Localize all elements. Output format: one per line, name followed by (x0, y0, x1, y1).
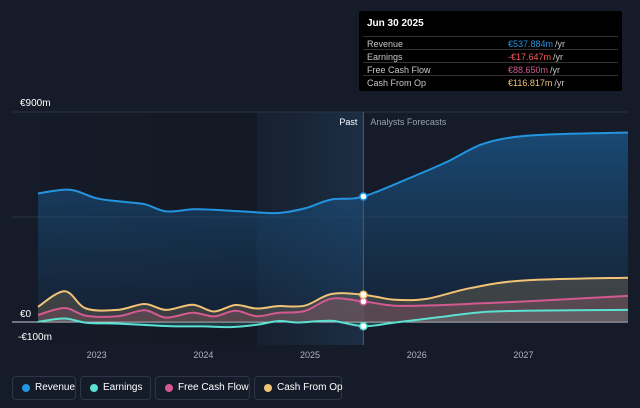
series-markers (359, 192, 368, 331)
series-lines (37, 131, 629, 329)
line-earnings (37, 308, 629, 329)
line-cash-from-op (37, 276, 629, 313)
legend-item-free-cash-flow[interactable]: Free Cash Flow (155, 376, 250, 400)
marker-earnings (359, 321, 368, 331)
marker-free-cash-flow (359, 297, 368, 306)
legend-label: Revenue (35, 382, 76, 393)
legend-label: Earnings (103, 382, 143, 393)
tooltip-label: Free Cash Flow (367, 65, 431, 75)
legend-dot-icon (264, 384, 272, 392)
axis-labels: €900m €0 -€100m 2023 2024 2025 2026 2027 Past Ana… (18, 98, 533, 360)
tooltip-value: €88.650m/yr (508, 65, 561, 75)
legend-label: Cash From Op (277, 382, 343, 393)
legend-dot-icon (165, 384, 173, 392)
tooltip-value: -€17.647m/yr (508, 52, 564, 62)
marker-revenue (359, 192, 368, 201)
tooltip-label: Revenue (367, 39, 404, 49)
area-cash-from-op (38, 277, 628, 322)
series-areas (38, 132, 628, 328)
y-tick-label-bottom: -€100m (18, 332, 52, 343)
area-revenue (38, 132, 628, 322)
tooltip-row-cash-from-op: Cash From Op €116.817m/yr (363, 75, 618, 89)
line-revenue (37, 131, 629, 215)
tooltip-date: Jun 30 2025 (367, 18, 424, 29)
forecast-label: Analysts Forecasts (370, 117, 447, 127)
y-tick-label-zero: €0 (20, 309, 32, 320)
tooltip-row-free-cash-flow: Free Cash Flow €88.650m/yr (363, 62, 618, 76)
legend-item-cash-from-op[interactable]: Cash From Op (254, 376, 343, 400)
x-tick-label: 2027 (513, 350, 533, 360)
x-tick-label: 2025 (300, 350, 320, 360)
legend-item-revenue[interactable]: Revenue (12, 376, 76, 400)
tooltip: Jun 30 2025 Revenue €537.884m/yr Earning… (359, 11, 622, 91)
y-tick-label-top: €900m (20, 98, 51, 109)
x-tick-label: 2026 (407, 350, 427, 360)
line-free-cash-flow (37, 294, 629, 319)
x-tick-label: 2024 (193, 350, 213, 360)
marker-cash-from-op (359, 290, 368, 299)
legend-dot-icon (22, 384, 30, 392)
legend-item-earnings[interactable]: Earnings (80, 376, 151, 400)
legend-dot-icon (90, 384, 98, 392)
legend-label: Free Cash Flow (178, 382, 249, 393)
tooltip-row-earnings: Earnings -€17.647m/yr (363, 49, 618, 63)
tooltip-label: Earnings (367, 52, 403, 62)
tooltip-row-revenue: Revenue €537.884m/yr (363, 36, 618, 50)
tooltip-value: €116.817m/yr (508, 78, 565, 88)
area-free-cash-flow (38, 295, 628, 322)
x-tick-label: 2023 (87, 350, 107, 360)
tooltip-label: Cash From Op (367, 78, 427, 88)
past-label: Past (339, 117, 358, 127)
tooltip-value: €537.884m/yr (508, 39, 566, 49)
area-earnings (38, 309, 628, 328)
